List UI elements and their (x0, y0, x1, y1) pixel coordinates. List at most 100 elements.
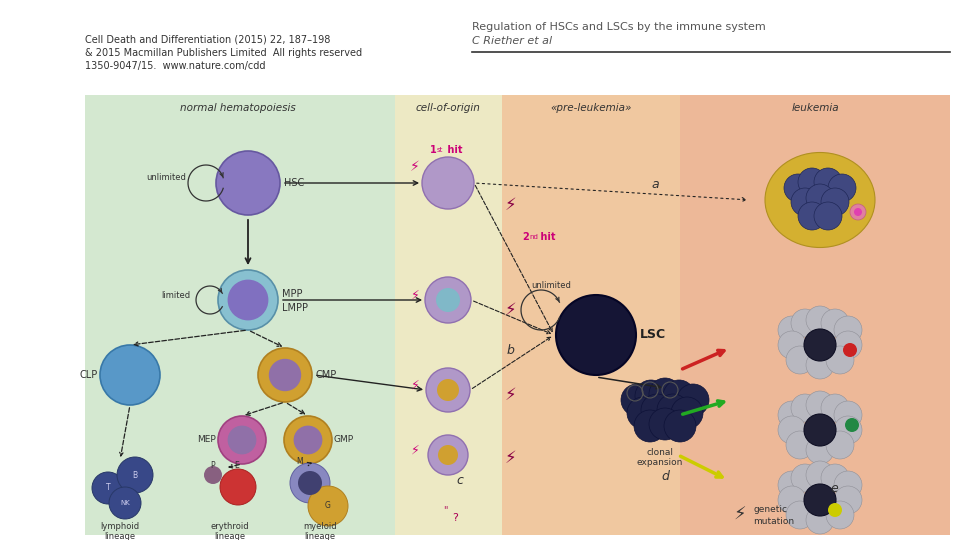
Text: st: st (437, 147, 444, 153)
Circle shape (806, 351, 834, 379)
Circle shape (854, 208, 862, 216)
Circle shape (845, 418, 859, 432)
Text: T: T (106, 483, 110, 492)
Circle shape (298, 471, 322, 495)
Text: hit: hit (537, 232, 556, 242)
Text: & 2015 Macmillan Publishers Limited  All rights reserved: & 2015 Macmillan Publishers Limited All … (85, 48, 362, 58)
Circle shape (778, 316, 806, 344)
Circle shape (308, 486, 348, 526)
Circle shape (798, 168, 826, 196)
Text: MEP: MEP (197, 435, 216, 444)
Text: ?: ? (452, 513, 458, 523)
Circle shape (834, 316, 862, 344)
Text: normal hematopoiesis: normal hematopoiesis (180, 103, 296, 113)
Text: LSC: LSC (640, 328, 666, 341)
Text: myeloid: myeloid (303, 522, 337, 531)
Text: lineage: lineage (105, 532, 135, 540)
Text: unlimited: unlimited (531, 280, 571, 289)
Circle shape (821, 464, 849, 492)
Circle shape (641, 394, 673, 426)
Text: c: c (457, 474, 464, 487)
Text: leukemia: leukemia (791, 103, 839, 113)
Circle shape (649, 408, 681, 440)
Circle shape (290, 463, 330, 503)
Text: ⚡: ⚡ (733, 506, 746, 524)
Text: expansion: expansion (636, 458, 684, 467)
Circle shape (791, 464, 819, 492)
Text: mutation: mutation (753, 517, 794, 526)
Text: ⚡: ⚡ (504, 386, 516, 404)
Circle shape (657, 394, 689, 426)
Text: nd: nd (529, 234, 538, 240)
Text: C Riether et al: C Riether et al (472, 36, 552, 46)
Circle shape (778, 416, 806, 444)
Circle shape (677, 384, 709, 416)
Circle shape (228, 280, 269, 320)
Text: 1350-9047/15.  www.nature.com/cdd: 1350-9047/15. www.nature.com/cdd (85, 61, 266, 71)
Circle shape (220, 469, 256, 505)
Text: CLP: CLP (80, 370, 98, 380)
Text: ": " (443, 505, 447, 515)
Text: 2: 2 (522, 232, 529, 242)
Text: a: a (651, 179, 659, 192)
Circle shape (791, 394, 819, 422)
Circle shape (786, 431, 814, 459)
Circle shape (664, 410, 696, 442)
Text: d: d (661, 470, 669, 483)
Text: genetic: genetic (753, 505, 787, 515)
Text: ⚡: ⚡ (504, 196, 516, 214)
Text: E: E (234, 461, 239, 469)
Text: b: b (506, 343, 514, 356)
Text: e: e (830, 482, 838, 495)
Circle shape (834, 486, 862, 514)
Circle shape (843, 343, 857, 357)
Text: lymphoid: lymphoid (101, 522, 139, 531)
Circle shape (826, 431, 854, 459)
Circle shape (778, 401, 806, 429)
Circle shape (791, 188, 819, 216)
Circle shape (216, 151, 280, 215)
Circle shape (806, 506, 834, 534)
Circle shape (804, 414, 836, 446)
Circle shape (826, 501, 854, 529)
Circle shape (426, 368, 470, 412)
Text: ⚡: ⚡ (410, 160, 420, 174)
Bar (85, 95, 395, 535)
Circle shape (828, 503, 842, 517)
Circle shape (228, 426, 256, 454)
Circle shape (828, 174, 856, 202)
Circle shape (284, 416, 332, 464)
Text: ⚡: ⚡ (411, 288, 420, 301)
Circle shape (786, 346, 814, 374)
Circle shape (806, 461, 834, 489)
Circle shape (671, 397, 703, 429)
Circle shape (436, 288, 460, 312)
Circle shape (428, 435, 468, 475)
Circle shape (634, 410, 666, 442)
Text: LMPP: LMPP (282, 303, 308, 313)
Ellipse shape (765, 152, 875, 247)
Text: HSC: HSC (284, 178, 304, 188)
Circle shape (798, 202, 826, 230)
Circle shape (850, 204, 866, 220)
Text: M: M (297, 457, 303, 467)
Bar (502, 95, 680, 535)
Text: ⚡: ⚡ (411, 379, 420, 392)
Bar (680, 95, 950, 535)
Text: lineage: lineage (304, 532, 336, 540)
Text: erythroid: erythroid (210, 522, 250, 531)
Circle shape (826, 346, 854, 374)
Circle shape (294, 426, 323, 454)
Text: GMP: GMP (334, 435, 354, 444)
Text: Regulation of HSCs and LSCs by the immune system: Regulation of HSCs and LSCs by the immun… (472, 22, 766, 32)
Circle shape (806, 306, 834, 334)
Circle shape (778, 486, 806, 514)
Circle shape (109, 487, 141, 519)
Circle shape (834, 331, 862, 359)
Circle shape (258, 348, 312, 402)
Text: lineage: lineage (214, 532, 246, 540)
Circle shape (663, 380, 695, 412)
Circle shape (627, 397, 659, 429)
Circle shape (806, 436, 834, 464)
Circle shape (649, 378, 681, 410)
